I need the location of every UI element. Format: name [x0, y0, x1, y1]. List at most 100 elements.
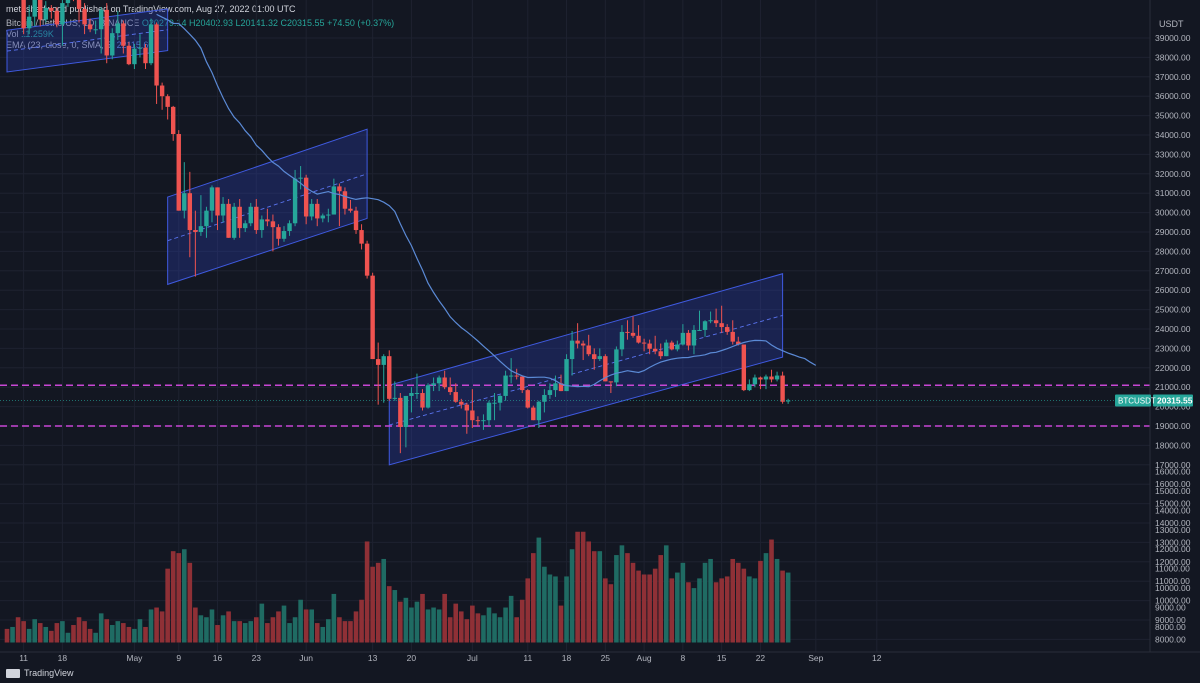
candle — [713, 308, 719, 328]
price-tick-label: 25000.00 — [1155, 305, 1191, 315]
volume-bar — [641, 574, 647, 643]
candle — [464, 402, 470, 434]
volume-bar — [204, 617, 209, 643]
candle-body — [708, 320, 713, 322]
price-tick-label: 37000.00 — [1155, 72, 1191, 82]
candle — [420, 389, 425, 411]
candle-body — [553, 383, 558, 391]
volume-bar — [769, 539, 774, 643]
volume-bar — [87, 628, 93, 643]
candle-body — [785, 400, 791, 402]
candle-body — [780, 375, 785, 402]
symbol-badge — [1115, 394, 1151, 407]
volume-bar — [248, 621, 254, 643]
candle-body — [281, 231, 287, 239]
candle — [165, 94, 170, 120]
price-tick-label: 10000.00 — [1155, 596, 1191, 606]
time-tick-label: 11 — [19, 653, 28, 663]
tradingview-brand[interactable]: TradingView — [6, 668, 74, 678]
volume-bar — [536, 537, 542, 643]
volume-bar — [237, 621, 242, 643]
volume-bar — [314, 623, 320, 643]
volume-bar — [730, 558, 736, 643]
candle-body — [143, 47, 148, 64]
candle — [481, 414, 486, 430]
price-tick-label: 14000.00 — [1155, 518, 1191, 528]
price-tick-label: 27000.00 — [1155, 266, 1191, 276]
candle-body — [398, 397, 403, 427]
time-axis: 11 18 May 9 16 23 Jun 13 20 Jul 11 18 25 Aug 8 15 22 Sep 1… — [19, 653, 882, 663]
candle — [364, 240, 370, 279]
price-tick-label: 32000.00 — [1155, 169, 1191, 179]
candle — [171, 105, 176, 141]
volume-bar — [425, 609, 431, 643]
volume-bar — [503, 607, 508, 643]
volume-bar — [525, 578, 531, 643]
volume-bar — [669, 578, 675, 643]
volume-bar — [170, 551, 176, 643]
candle-body — [752, 377, 758, 385]
volume-bar — [43, 626, 49, 643]
volume-bar — [26, 628, 32, 643]
candle — [398, 393, 403, 454]
volume-bar — [453, 603, 459, 643]
candle-body — [470, 410, 475, 421]
candle — [270, 214, 276, 252]
candle — [558, 374, 564, 392]
candle — [664, 339, 669, 357]
candle — [763, 374, 769, 390]
volume-bar — [636, 570, 641, 643]
ohlc-values: O20279.14 H20402.93 L20141.32 C20315.55 … — [141, 18, 395, 28]
candle-body — [364, 243, 370, 276]
candle-body — [497, 395, 503, 403]
candle — [547, 383, 553, 399]
candle-body — [713, 320, 719, 324]
candle — [226, 199, 231, 238]
candle — [409, 387, 414, 413]
candle — [630, 316, 636, 338]
volume-bar — [109, 625, 115, 643]
price-tick-label: 20000.00 — [1155, 402, 1191, 412]
volume-bar — [143, 626, 148, 643]
volume-bar — [697, 578, 702, 643]
volume-bar — [181, 549, 187, 643]
candle-body — [592, 354, 597, 360]
candle-body — [392, 397, 397, 399]
volume-bar — [15, 617, 21, 643]
candle-body — [104, 9, 109, 56]
candle-body — [182, 193, 187, 211]
price-tick-label: 29000.00 — [1155, 227, 1191, 237]
candle — [309, 199, 314, 221]
volume-tick-label: 14000.00 — [1155, 505, 1191, 515]
ema-line — [156, 13, 817, 388]
candle-body — [652, 348, 658, 352]
time-tick-label: 23 — [252, 653, 262, 663]
volume-bar — [508, 595, 514, 643]
candle-body — [697, 329, 702, 331]
candle — [348, 199, 353, 213]
volume-bar — [265, 623, 270, 643]
volume-bar — [735, 562, 741, 643]
candle — [187, 171, 193, 258]
volume-bar — [148, 609, 154, 643]
candle-body — [165, 96, 170, 107]
candle — [298, 166, 303, 190]
candle — [204, 206, 209, 238]
candle-body — [481, 420, 486, 422]
candle — [597, 348, 602, 362]
price-tick-label: 34000.00 — [1155, 130, 1191, 140]
candle — [702, 320, 708, 337]
brand-label: TradingView — [24, 668, 74, 678]
candle — [719, 305, 724, 333]
candle — [93, 20, 98, 35]
symbol-line: Bitcoin / TetherUS, 1D, BINANCE — [6, 18, 140, 28]
price-tick-label: 21000.00 — [1155, 382, 1191, 392]
volume-bar — [630, 562, 636, 643]
volume-bar — [93, 632, 98, 643]
volume-bar — [10, 626, 15, 643]
candle-body — [381, 356, 386, 365]
candle — [287, 220, 292, 236]
ema-label: EMA (23, close, 0, SMA, 5) — [6, 40, 115, 50]
candle — [126, 41, 132, 66]
